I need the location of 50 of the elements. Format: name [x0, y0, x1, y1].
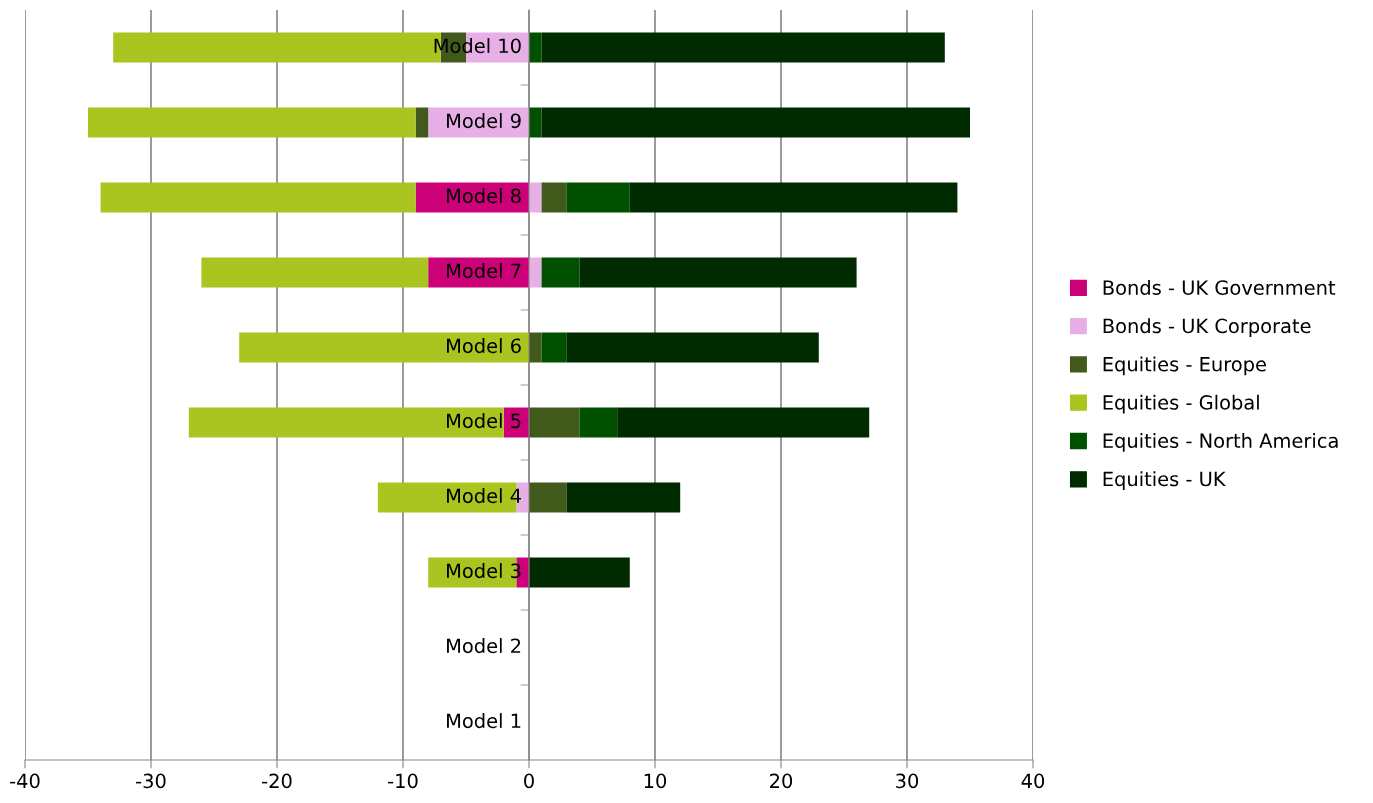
bar — [415, 107, 429, 138]
bar — [529, 107, 542, 138]
bar — [566, 482, 681, 513]
x-tick-label: -30 — [136, 773, 166, 789]
bar — [541, 332, 567, 363]
bar — [529, 557, 630, 588]
legend-label: Equities - North America — [1103, 432, 1338, 452]
x-tick-label: 30 — [896, 773, 919, 789]
y-tick-label: Model 5 — [447, 413, 521, 429]
legend-label: Bonds - UK Government — [1103, 279, 1336, 295]
bar — [529, 257, 542, 288]
x-tick-label: 40 — [1021, 773, 1045, 789]
bar — [541, 107, 970, 138]
x-tick-label: -10 — [388, 773, 418, 789]
x-tick-label: 10 — [644, 773, 667, 789]
bar — [579, 257, 857, 288]
x-tick-label: -20 — [262, 773, 292, 789]
bar — [529, 182, 542, 213]
bar — [541, 32, 945, 63]
bar — [529, 482, 567, 513]
bar — [579, 407, 618, 438]
x-tick-label: -40 — [10, 773, 40, 789]
y-tick-label: Model 10 — [434, 38, 521, 54]
bar — [428, 257, 529, 288]
y-tick-label: Model 8 — [447, 188, 521, 204]
y-tick-label: Model 2 — [447, 638, 521, 654]
bar — [529, 332, 542, 363]
y-tick-label: Model 9 — [447, 113, 521, 129]
legend-label: Equities - UK — [1103, 471, 1227, 491]
bar — [541, 182, 567, 213]
bar — [629, 182, 958, 213]
bar — [529, 407, 580, 438]
bar — [566, 332, 819, 363]
bar — [566, 182, 630, 213]
bar — [239, 332, 529, 363]
bar — [617, 407, 870, 438]
legend-label: Equities - Global — [1103, 394, 1259, 414]
y-tick-label: Model 6 — [447, 338, 521, 354]
bar — [100, 182, 416, 213]
bar — [541, 257, 580, 288]
x-tick-label: 0 — [524, 773, 534, 789]
legend-label: Bonds - UK Corporate — [1103, 318, 1311, 338]
bar — [88, 107, 416, 138]
y-tick-label: Model 1 — [447, 713, 521, 729]
bar — [201, 257, 429, 288]
legend-label: Equities - Europe — [1103, 356, 1266, 376]
bar — [188, 407, 504, 438]
x-tick-label: 20 — [770, 773, 793, 789]
y-tick-label: Model 7 — [447, 263, 521, 279]
bar — [529, 32, 542, 63]
